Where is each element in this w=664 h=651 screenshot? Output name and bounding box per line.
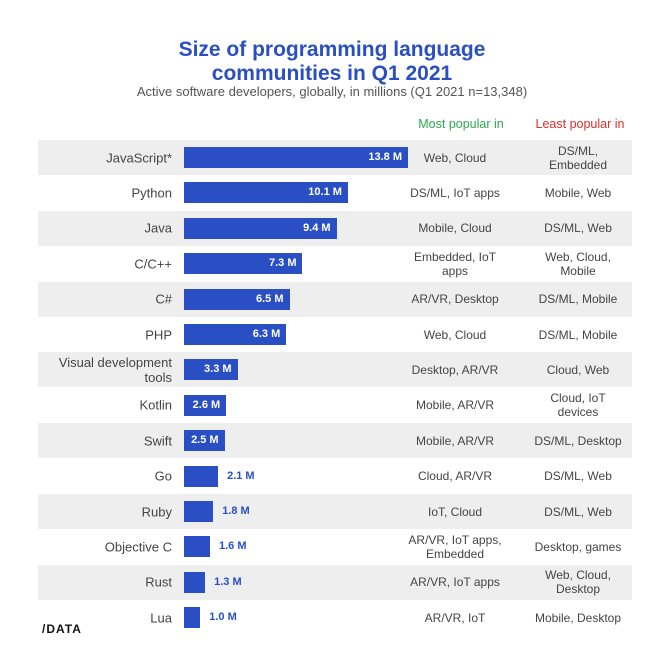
- bar: [184, 394, 227, 416]
- category-label: Rust: [145, 574, 172, 590]
- most-popular-cell: DS/ML, IoT apps: [410, 185, 500, 200]
- bar-row: Swift 2.5 M Mobile, AR/VR DS/ML, Desktop: [38, 423, 632, 459]
- category-label: Java: [144, 220, 172, 236]
- bar-row: Go 2.1 M Cloud, AR/VR DS/ML, Web: [38, 459, 632, 494]
- chart-title-line-1: Size of programming language: [178, 38, 486, 61]
- most-popular-cell: AR/VR, IoT: [424, 610, 486, 625]
- category-label: PHP: [145, 327, 172, 342]
- bar-row: PHP 6.3 M Web, Cloud DS/ML, Mobile: [38, 317, 632, 352]
- least-popular-cell: Web, Cloud, Mobile: [545, 249, 611, 278]
- category-label: C/C++: [134, 256, 172, 272]
- value-label: 1.8 M: [222, 505, 250, 517]
- value-label: 3.3 M: [204, 363, 232, 376]
- bar-row: Kotlin 2.6 M Mobile, AR/VR Cloud, IoT devic…: [38, 388, 632, 423]
- most-popular-cell: AR/VR, IoT apps, Embedded: [408, 532, 502, 561]
- least-popular-cell: DS/ML, Mobile: [538, 292, 618, 307]
- least-popular-cell: DS/ML, Web: [544, 469, 612, 484]
- most-popular-header: Most popular in: [418, 117, 504, 131]
- bar-row: C# 6.5 M AR/VR, Desktop DS/ML, Mobile: [38, 281, 632, 317]
- most-popular-cell: Embedded, IoT apps: [413, 249, 497, 278]
- most-popular-cell: Mobile, AR/VR: [415, 398, 495, 413]
- bar: [184, 501, 214, 522]
- least-popular-cell: DS/ML, Web: [544, 504, 612, 519]
- least-popular-cell: Desktop, games: [534, 539, 622, 554]
- bar: [184, 536, 210, 558]
- most-popular-cell: Cloud, AR/VR: [417, 469, 493, 484]
- value-label: 6.5 M: [255, 292, 284, 305]
- category-label: Visual development tools: [58, 354, 172, 385]
- value-label: 1.6 M: [218, 540, 247, 553]
- bar-row: Visual development tools 3.3 M Desktop, AR…: [38, 352, 632, 388]
- bar-row: Python 10.1 M DS/ML, IoT apps Mobile, Web: [38, 175, 632, 210]
- bar-row: Rust 1.3 M AR/VR, IoT apps Web, Cloud, Desk…: [38, 564, 632, 600]
- category-label: C#: [155, 291, 172, 307]
- value-label: 1.3 M: [214, 575, 242, 588]
- most-popular-cell: AR/VR, Desktop: [411, 292, 499, 307]
- most-popular-cell: AR/VR, IoT apps: [410, 575, 500, 590]
- least-popular-cell: DS/ML, Desktop: [534, 433, 622, 448]
- most-popular-cell: Desktop, AR/VR: [411, 362, 499, 377]
- most-popular-cell: Mobile, Cloud: [418, 221, 492, 236]
- logo: /DATA: [42, 622, 82, 636]
- value-label: 2.1 M: [227, 469, 255, 482]
- bar: [184, 607, 201, 629]
- category-label: Swift: [143, 433, 172, 449]
- bar: [184, 147, 408, 168]
- category-label: Lua: [150, 610, 172, 626]
- most-popular-cell: Web, Cloud: [423, 327, 487, 342]
- most-popular-cell: Web, Cloud: [423, 150, 487, 165]
- value-label: 1.0 M: [209, 611, 237, 624]
- least-popular-cell: DS/ML, Mobile: [538, 327, 618, 342]
- least-popular-cell: Mobile, Web: [544, 185, 612, 200]
- least-popular-header: Least popular in: [535, 117, 625, 131]
- least-popular-cell: Web, Cloud, Desktop: [545, 568, 611, 597]
- category-label: JavaScript*: [106, 150, 172, 165]
- least-popular-cell: Mobile, Desktop: [534, 610, 622, 625]
- bar: [184, 430, 225, 452]
- bar: [184, 571, 206, 593]
- category-label: Python: [131, 185, 172, 201]
- bar-row: Java 9.4 M Mobile, Cloud DS/ML, Web: [38, 210, 632, 246]
- category-label: Go: [154, 468, 172, 484]
- bar: [184, 253, 303, 275]
- least-popular-cell: Cloud, IoT devices: [550, 391, 606, 420]
- value-label: 13.8 M: [368, 151, 402, 163]
- value-label: 2.5 M: [191, 434, 219, 447]
- value-label: 6.3 M: [252, 328, 281, 340]
- bar-row: C/C++ 7.3 M Embedded, IoT apps Web, Cloud, …: [38, 246, 632, 281]
- bar: [184, 359, 238, 381]
- category-label: Kotlin: [139, 397, 172, 413]
- value-label: 7.3 M: [268, 257, 297, 270]
- bar: [184, 182, 348, 204]
- value-label: 2.6 M: [192, 398, 221, 411]
- least-popular-cell: Cloud, Web: [546, 362, 610, 377]
- chart-subtitle: Active software developers, globally, in…: [136, 84, 528, 99]
- bar-row: Lua 1.0 M AR/VR, IoT Mobile, Desktop: [38, 600, 632, 635]
- bar: [184, 324, 287, 345]
- category-label: Ruby: [141, 504, 172, 519]
- most-popular-cell: IoT, Cloud: [427, 504, 483, 519]
- least-popular-cell: DS/ML, Embedded: [548, 143, 608, 172]
- bar-row: Ruby 1.8 M IoT, Cloud DS/ML, Web: [38, 494, 632, 529]
- bar-row: Objective C 1.6 M AR/VR, IoT apps, Embedde…: [38, 529, 632, 564]
- value-label: 9.4 M: [303, 221, 331, 234]
- most-popular-cell: Mobile, AR/VR: [415, 433, 495, 448]
- chart-title-line-2: communities in Q1 2021: [211, 62, 453, 85]
- bar: [184, 217, 337, 239]
- bar: [184, 465, 219, 487]
- least-popular-cell: DS/ML, Web: [544, 221, 612, 236]
- category-label: Objective C: [104, 539, 172, 555]
- bar-row: JavaScript* 13.8 M Web, Cloud DS/ML, Embedd…: [38, 140, 632, 175]
- bar: [184, 288, 290, 310]
- value-label: 10.1 M: [308, 186, 342, 199]
